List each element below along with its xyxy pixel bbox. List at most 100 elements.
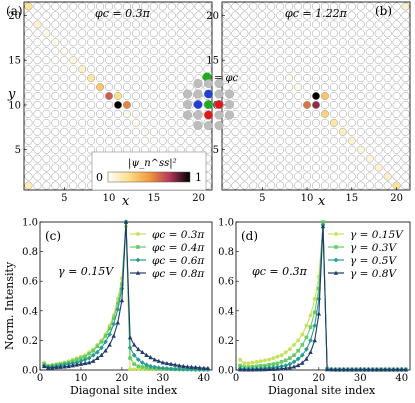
y-tick-label: 1.0 xyxy=(22,218,38,229)
lattice-site xyxy=(231,127,240,136)
lattice-site xyxy=(276,65,285,74)
lattice-site xyxy=(365,74,374,83)
lattice-site xyxy=(149,136,158,145)
lattice-site xyxy=(194,20,203,29)
lattice-site xyxy=(374,20,383,29)
lattice-site xyxy=(294,172,303,181)
x-tick-label: 10 xyxy=(75,373,88,384)
inset-dot xyxy=(225,110,234,120)
lattice-site xyxy=(347,100,356,109)
lattice-site xyxy=(285,118,294,127)
data-point xyxy=(353,367,359,372)
lattice-site xyxy=(320,172,329,181)
lattice-site xyxy=(140,65,149,74)
lattice-site xyxy=(249,29,258,38)
lattice-site xyxy=(96,83,105,92)
lattice-site xyxy=(258,38,267,47)
data-point xyxy=(144,362,149,368)
lattice-site xyxy=(347,127,356,136)
lattice-site xyxy=(365,83,374,92)
lattice-site xyxy=(320,181,329,190)
lattice-site xyxy=(347,20,356,29)
lattice-site xyxy=(167,65,176,74)
data-point xyxy=(185,364,190,369)
lattice-site xyxy=(203,136,212,145)
inset-dot xyxy=(183,110,192,120)
data-point xyxy=(271,356,276,361)
data-point xyxy=(283,358,288,363)
data-point xyxy=(115,320,121,325)
lattice-site xyxy=(258,145,267,154)
data-point xyxy=(136,346,141,352)
lattice-site xyxy=(140,2,149,11)
lattice-site xyxy=(24,38,33,47)
lattice-site xyxy=(267,11,276,20)
lattice-site xyxy=(158,29,167,38)
lattice-site xyxy=(347,29,356,38)
data-point xyxy=(99,340,104,344)
lattice-site xyxy=(87,20,96,29)
data-point xyxy=(366,367,371,372)
lattice-site xyxy=(240,20,249,29)
data-point xyxy=(197,365,202,370)
lattice-site xyxy=(158,47,167,56)
lattice-site xyxy=(258,56,267,65)
lattice-site xyxy=(285,181,294,190)
lattice-site xyxy=(267,91,276,101)
lattice-site xyxy=(122,109,131,118)
data-point xyxy=(91,348,96,353)
lattice-site xyxy=(303,65,312,74)
colorbar-min-label: 0 xyxy=(96,171,103,184)
lattice-site xyxy=(383,100,392,109)
lattice-site xyxy=(365,47,374,56)
lattice-site xyxy=(167,100,176,109)
lattice-site xyxy=(365,11,374,20)
data-point xyxy=(395,367,400,372)
lattice-site xyxy=(383,109,392,118)
lattice-site xyxy=(356,38,365,47)
lattice-site xyxy=(69,83,78,92)
lattice-site xyxy=(122,29,131,38)
data-point xyxy=(283,365,288,371)
lattice-site xyxy=(311,145,321,154)
lattice-site xyxy=(392,2,401,11)
lattice-site xyxy=(276,109,285,118)
data-point xyxy=(279,366,284,371)
data-point xyxy=(300,343,305,347)
lattice-site xyxy=(122,65,131,74)
lattice-site xyxy=(365,145,374,154)
lattice-site xyxy=(383,91,392,101)
lattice-site xyxy=(96,100,105,109)
lattice-site xyxy=(392,29,401,38)
lattice-site xyxy=(149,127,158,136)
lattice-site xyxy=(51,29,60,38)
lattice-site xyxy=(78,163,87,172)
lattice-site xyxy=(294,65,303,74)
lattice-site xyxy=(60,74,69,83)
data-point xyxy=(242,367,247,372)
lattice-site xyxy=(87,56,96,65)
lattice-site xyxy=(276,127,285,136)
data-point xyxy=(41,363,47,369)
lattice-site xyxy=(276,163,285,172)
lattice-site xyxy=(167,136,176,145)
x-tick-label: 20 xyxy=(116,373,129,384)
data-point xyxy=(259,364,263,368)
panel-a-phi-label: φc = 0.3π xyxy=(95,7,151,20)
lattice-site xyxy=(122,20,131,29)
lattice-site xyxy=(24,163,33,172)
lattice-site xyxy=(303,172,312,181)
lattice-site xyxy=(276,11,285,20)
panel-d-xlabel: Diagonal site index xyxy=(268,384,376,397)
lattice-site xyxy=(401,2,410,11)
lattice-site xyxy=(374,118,383,127)
lattice-site xyxy=(87,65,96,74)
lattice-site xyxy=(383,74,392,83)
data-point xyxy=(136,245,140,249)
data-point xyxy=(296,348,300,353)
lattice-site xyxy=(60,100,69,109)
legend-label: γ = 0.15V xyxy=(350,229,404,241)
lattice-site xyxy=(356,2,365,11)
lattice-site xyxy=(51,20,60,29)
lattice-site xyxy=(258,11,267,20)
